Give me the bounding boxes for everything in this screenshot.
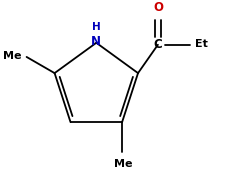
Text: H: H (92, 22, 101, 32)
Text: N: N (91, 35, 101, 48)
Text: C: C (153, 38, 162, 51)
Text: Me: Me (4, 51, 22, 61)
Text: Et: Et (195, 39, 208, 49)
Text: Me: Me (114, 159, 132, 169)
Text: O: O (153, 1, 163, 14)
